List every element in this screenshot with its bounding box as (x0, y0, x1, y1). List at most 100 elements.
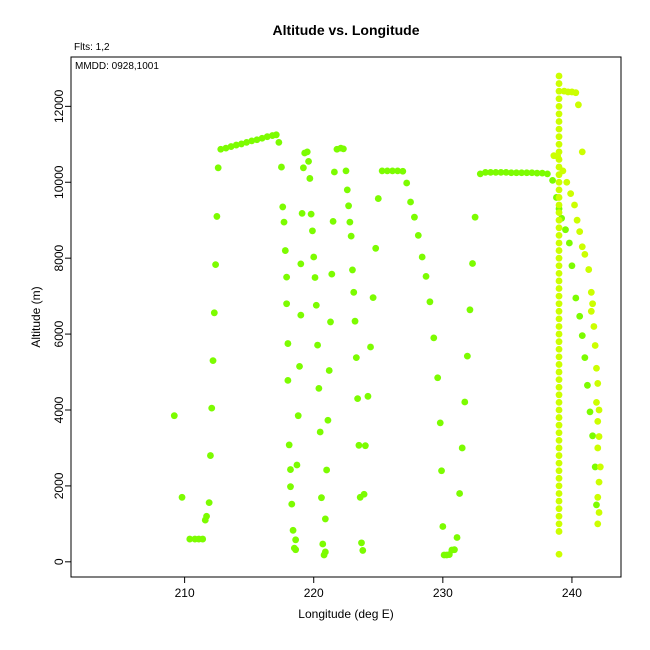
data-point-series-2 (555, 95, 563, 103)
data-point-series-1 (568, 262, 576, 270)
data-point-series-1 (533, 169, 541, 177)
data-point-series-2 (555, 444, 563, 452)
data-point-series-1 (476, 170, 484, 178)
data-point-series-1 (389, 167, 396, 175)
data-point-series-1 (284, 376, 292, 384)
data-point-series-1 (360, 490, 368, 498)
y-tick-label: 8000 (52, 244, 66, 271)
data-point-series-1 (298, 209, 306, 217)
data-point-series-2 (578, 243, 586, 251)
data-point-series-2 (555, 406, 563, 414)
data-point-series-2 (555, 216, 563, 224)
data-point-series-2 (574, 101, 582, 109)
data-point-series-1 (263, 133, 271, 141)
data-point-series-1 (507, 169, 515, 177)
data-point-series-2 (555, 148, 563, 156)
data-point-series-2 (555, 307, 563, 315)
data-point-series-2 (555, 247, 563, 254)
data-point-series-1 (297, 311, 305, 319)
data-point-series-2 (555, 209, 563, 217)
data-point-series-2 (585, 266, 593, 273)
data-point-series-1 (203, 512, 210, 520)
data-point-series-1 (330, 168, 338, 176)
data-point-series-1 (288, 500, 296, 508)
data-point-series-1 (284, 340, 292, 347)
data-point-series-1 (538, 169, 546, 177)
data-point-series-1 (581, 354, 589, 362)
data-point-series-2 (555, 315, 563, 323)
data-point-series-2 (555, 330, 563, 338)
data-point-series-1 (589, 432, 596, 440)
data-point-series-2 (595, 509, 603, 516)
data-point-series-1 (212, 261, 220, 269)
data-point-series-1 (562, 226, 569, 234)
data-point-series-2 (555, 512, 563, 520)
data-point-series-1 (513, 169, 520, 177)
data-point-series-2 (555, 436, 563, 444)
data-point-series-1 (227, 143, 235, 150)
data-point-series-1 (453, 534, 461, 541)
data-point-series-1 (253, 136, 261, 144)
data-point-series-1 (186, 535, 194, 543)
data-point-series-1 (321, 515, 329, 523)
data-point-series-2 (555, 300, 563, 308)
data-point-series-1 (311, 274, 319, 281)
data-point-series-1 (309, 227, 316, 235)
data-point-series-1 (572, 294, 580, 302)
data-point-series-2 (594, 380, 602, 387)
data-point-series-2 (555, 528, 563, 535)
data-point-series-1 (456, 490, 464, 497)
data-point-series-2 (571, 201, 578, 209)
data-point-series-1 (323, 466, 331, 474)
data-point-series-1 (209, 357, 217, 365)
data-point-series-1 (414, 231, 422, 239)
data-point-series-1 (319, 540, 327, 548)
data-point-series-1 (281, 247, 289, 254)
data-point-series-2 (555, 277, 563, 285)
data-point-series-2 (594, 444, 602, 452)
data-point-series-2 (555, 376, 563, 384)
data-point-series-2 (555, 353, 563, 361)
data-point-series-1 (314, 341, 321, 349)
data-point-series-2 (555, 429, 563, 437)
data-point-series-2 (555, 292, 563, 300)
data-point-series-2 (555, 262, 563, 270)
data-point-series-1 (280, 218, 288, 226)
data-points (170, 72, 604, 559)
data-point-series-2 (555, 323, 563, 330)
data-point-series-1 (299, 164, 307, 172)
data-point-series-1 (407, 198, 414, 206)
data-point-series-1 (214, 164, 222, 172)
y-axis-label: Altitude (m) (29, 286, 43, 347)
data-point-series-2 (555, 383, 563, 391)
data-point-series-1 (544, 170, 551, 178)
data-point-series-1 (199, 535, 207, 543)
data-point-series-1 (451, 546, 458, 554)
data-point-series-2 (555, 285, 563, 292)
x-tick-label: 230 (433, 586, 453, 600)
data-point-series-1 (586, 408, 594, 416)
data-point-series-1 (523, 169, 531, 177)
data-point-series-2 (555, 338, 563, 346)
data-point-series-1 (258, 134, 266, 142)
data-point-series-2 (594, 520, 602, 528)
data-point-series-1 (278, 163, 285, 171)
data-point-series-2 (555, 474, 563, 482)
data-point-series-1 (463, 352, 471, 360)
data-point-series-1 (518, 169, 525, 177)
data-point-series-1 (303, 148, 311, 156)
data-point-series-1 (297, 260, 305, 268)
data-point-series-2 (555, 156, 563, 163)
y-tick-label: 2000 (52, 472, 66, 499)
data-point-series-2 (555, 239, 563, 247)
y-tick-label: 10000 (52, 165, 66, 199)
data-point-series-1 (329, 217, 337, 225)
data-point-series-1 (584, 381, 591, 389)
data-point-series-1 (591, 463, 599, 471)
data-point-series-1 (342, 167, 350, 175)
data-point-series-2 (555, 414, 563, 421)
data-point-series-1 (358, 539, 365, 547)
y-tick-label: 12000 (52, 89, 66, 123)
data-point-series-2 (555, 269, 563, 277)
data-point-series-1 (306, 175, 314, 182)
